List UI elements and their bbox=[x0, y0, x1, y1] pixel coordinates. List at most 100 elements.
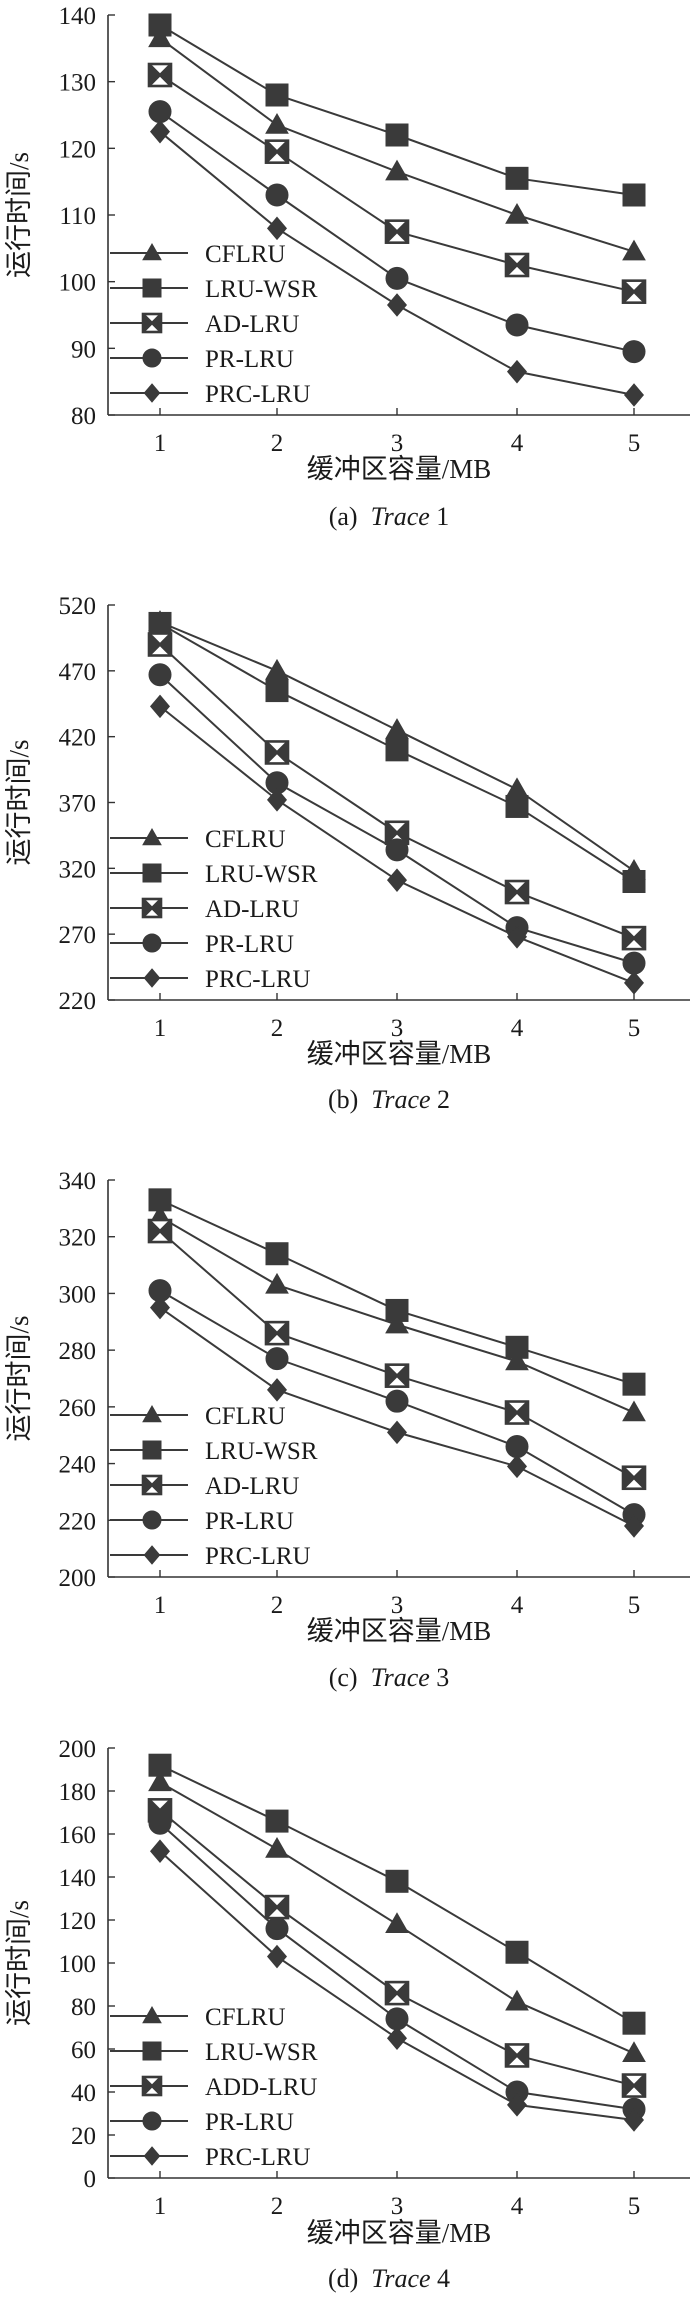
data-point-cflru bbox=[148, 26, 172, 48]
legend-marker bbox=[142, 2005, 162, 2024]
data-point-prc-lru bbox=[386, 1420, 408, 1445]
y-tick-label: 320 bbox=[59, 1225, 97, 1252]
x-tick-label: 4 bbox=[511, 1592, 524, 1619]
y-tick-label: 130 bbox=[59, 70, 97, 97]
legend: CFLRU LRU-WSR AD-LRU PR-LRU PRC-LRU bbox=[110, 241, 318, 408]
legend-marker bbox=[143, 968, 161, 988]
legend: CFLRU LRU-WSR AD-LRU PR-LRU PRC-LRU bbox=[110, 1403, 318, 1570]
y-tick-label: 470 bbox=[59, 659, 97, 686]
data-point-prc-lru bbox=[506, 925, 528, 949]
data-point-prc-lru bbox=[506, 359, 528, 384]
data-point-add-lru bbox=[264, 1894, 290, 1920]
data-point-cflru bbox=[265, 658, 289, 680]
data-point-add-lru bbox=[621, 2073, 647, 2098]
x-tick-label: 2 bbox=[271, 2193, 284, 2220]
legend-marker bbox=[143, 1545, 161, 1565]
data-point-ad-lru bbox=[147, 1218, 173, 1244]
data-point-pr-lru bbox=[385, 1389, 409, 1413]
x-tick-label: 1 bbox=[154, 430, 167, 457]
caption-prefix: (d) bbox=[328, 2264, 371, 2293]
y-tick-label: 100 bbox=[59, 1951, 97, 1978]
y-tick-label: 100 bbox=[59, 270, 97, 297]
x-tick-label: 2 bbox=[271, 1015, 284, 1042]
y-tick-label: 20 bbox=[71, 2123, 96, 2150]
data-point-ad-lru bbox=[147, 62, 173, 88]
data-point-prc-lru bbox=[623, 971, 645, 995]
chart-caption: (c) Trace 3 bbox=[329, 1663, 450, 1692]
chart-b: 220 270 320 370 420 470 520 1 2 3 4 5 运行时间/s 缓冲区容量/MB… bbox=[4, 593, 690, 1114]
data-point-lru-wsr bbox=[505, 1940, 529, 1964]
legend-label: LRU-WSR bbox=[205, 861, 318, 888]
y-tick-label: 80 bbox=[71, 1994, 96, 2021]
y-tick-label: 0 bbox=[84, 2166, 97, 2193]
data-point-cflru bbox=[385, 159, 409, 181]
data-point-pr-lru bbox=[622, 340, 646, 364]
legend-label: CFLRU bbox=[205, 1403, 286, 1430]
chart-d: 0 20 40 60 80 100 120 140 160 180 200 1 2 3 4 5 运行时间/s 缓冲… bbox=[4, 1736, 690, 2293]
data-point-pr-lru bbox=[622, 951, 646, 975]
x-tick-label: 3 bbox=[391, 430, 404, 457]
data-point-pr-lru bbox=[505, 313, 529, 337]
x-tick-label: 5 bbox=[628, 430, 641, 457]
data-point-lru-wsr bbox=[622, 1372, 646, 1396]
data-point-lru-wsr bbox=[385, 1298, 409, 1322]
legend-marker bbox=[143, 383, 161, 403]
x-tick-label: 1 bbox=[154, 1592, 167, 1619]
data-point-pr-lru bbox=[385, 838, 409, 862]
data-point-lru-wsr bbox=[265, 1242, 289, 1266]
legend-marker bbox=[141, 1474, 163, 1496]
caption-trace: Trace bbox=[371, 502, 430, 531]
caption-number: 3 bbox=[430, 1663, 450, 1692]
series-line-ad-lru bbox=[159, 643, 635, 940]
data-point-cflru bbox=[385, 718, 409, 739]
data-point-pr-lru bbox=[265, 183, 289, 207]
data-point-lru-wsr bbox=[505, 794, 529, 818]
data-point-cflru bbox=[265, 112, 289, 134]
caption-trace: Trace bbox=[371, 1085, 430, 1114]
legend-label: PR-LRU bbox=[205, 931, 294, 958]
legend-label: PRC-LRU bbox=[205, 1543, 311, 1570]
y-tick-label: 180 bbox=[59, 1779, 97, 1806]
caption-prefix: (c) bbox=[329, 1663, 371, 1692]
data-point-prc-lru bbox=[266, 216, 288, 241]
data-point-prc-lru bbox=[623, 383, 645, 407]
caption-trace: Trace bbox=[371, 2264, 430, 2293]
x-tick-label: 2 bbox=[271, 430, 284, 457]
y-tick-label: 280 bbox=[59, 1338, 97, 1365]
data-point-prc-lru bbox=[149, 694, 171, 719]
legend-label: LRU-WSR bbox=[205, 1438, 318, 1465]
data-point-cflru bbox=[505, 1989, 529, 2011]
legend-marker bbox=[143, 2146, 161, 2166]
data-point-ad-lru bbox=[264, 139, 290, 164]
legend-marker bbox=[142, 863, 162, 883]
data-point-ad-lru bbox=[621, 279, 647, 304]
legend-label: CFLRU bbox=[205, 2004, 286, 2031]
data-point-lru-wsr bbox=[265, 1809, 289, 1833]
x-tick-label: 4 bbox=[511, 1015, 524, 1042]
data-point-ad-lru bbox=[384, 820, 410, 846]
legend-marker bbox=[142, 933, 162, 953]
y-tick-label: 120 bbox=[59, 1908, 97, 1935]
legend-marker bbox=[142, 278, 162, 298]
data-point-ad-lru bbox=[264, 740, 290, 765]
legend-marker bbox=[142, 242, 162, 261]
legend-marker bbox=[142, 1510, 162, 1530]
x-tick-label: 5 bbox=[628, 1592, 641, 1619]
data-point-cflru bbox=[505, 777, 529, 799]
data-point-cflru bbox=[622, 2041, 646, 2063]
chart-caption: (a) Trace 1 bbox=[329, 502, 450, 531]
data-point-ad-lru bbox=[504, 1400, 530, 1425]
chart-caption: (b) Trace 2 bbox=[328, 1085, 450, 1114]
data-point-prc-lru bbox=[506, 2093, 528, 2117]
data-point-prc-lru bbox=[386, 293, 408, 317]
data-point-ad-lru bbox=[504, 879, 530, 905]
data-point-prc-lru bbox=[623, 1514, 645, 1538]
y-tick-label: 140 bbox=[59, 1865, 97, 1892]
data-point-ad-lru bbox=[384, 219, 410, 244]
data-point-pr-lru bbox=[148, 663, 172, 687]
data-point-cflru bbox=[505, 1349, 529, 1371]
legend-label: LRU-WSR bbox=[205, 2039, 318, 2066]
data-point-pr-lru bbox=[265, 1917, 289, 1941]
y-tick-label: 270 bbox=[59, 922, 97, 949]
